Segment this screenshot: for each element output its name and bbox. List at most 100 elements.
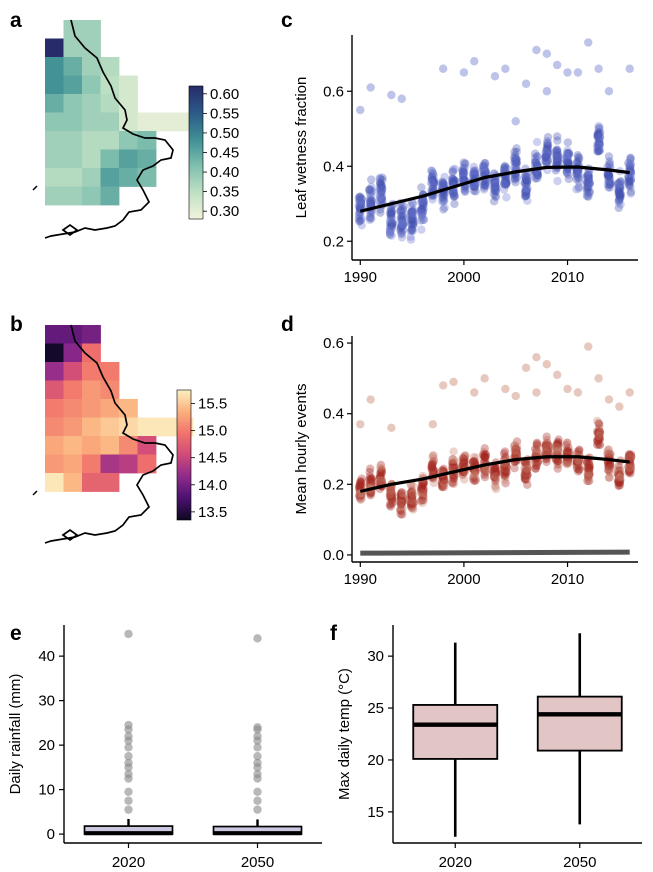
- data-point: [458, 455, 467, 464]
- data-point: [470, 469, 479, 479]
- map-cell: [45, 436, 64, 455]
- data-point: [366, 200, 376, 209]
- data-point: [595, 137, 604, 147]
- data-point: [398, 211, 408, 220]
- data-point: [520, 469, 529, 478]
- y-axis-label: Mean hourly events: [293, 384, 310, 515]
- coastline-outline: [44, 324, 174, 544]
- data-point: [522, 173, 532, 183]
- data-point: [544, 441, 553, 451]
- data-point: [562, 438, 572, 447]
- data-point: [502, 463, 511, 472]
- data-point: [583, 468, 593, 478]
- data-point: [511, 154, 520, 163]
- data-point: [563, 146, 572, 155]
- data-point: [397, 207, 406, 217]
- data-point: [531, 445, 540, 454]
- data-point: [470, 182, 479, 191]
- data-point: [624, 453, 633, 462]
- data-point: [522, 176, 532, 186]
- data-point: [511, 158, 521, 168]
- data-point: [543, 445, 553, 455]
- map-cell: [156, 417, 175, 437]
- data-point: [460, 450, 470, 460]
- data-point: [387, 204, 396, 213]
- data-point: [521, 474, 530, 484]
- data-point: [468, 458, 478, 467]
- data-point: [572, 170, 582, 179]
- data-point: [574, 446, 584, 455]
- data-point: [605, 180, 614, 189]
- colorbar: [188, 85, 204, 220]
- data-point: [499, 463, 509, 472]
- data-point: [531, 449, 541, 459]
- data-point: [427, 178, 436, 188]
- data-point: [490, 184, 500, 194]
- data-point: [562, 151, 571, 161]
- data-point: [554, 157, 563, 167]
- data-point: [481, 168, 491, 177]
- data-point: [490, 180, 500, 189]
- data-point: [397, 228, 407, 237]
- data-point: [614, 478, 623, 488]
- data-point: [427, 459, 437, 468]
- outlier-point: [584, 38, 593, 47]
- map-cell: [100, 168, 120, 187]
- data-point: [460, 460, 469, 470]
- data-point: [541, 154, 550, 164]
- data-point: [386, 209, 395, 218]
- data-point: [448, 178, 457, 187]
- data-point: [387, 484, 396, 494]
- data-point: [440, 203, 449, 212]
- data-point: [563, 148, 572, 158]
- data-point: [511, 155, 521, 165]
- data-point: [553, 156, 562, 165]
- outlier-point: [470, 388, 479, 397]
- data-point: [438, 179, 448, 188]
- data-point: [572, 159, 582, 168]
- data-point: [356, 197, 366, 207]
- data-point: [450, 199, 459, 209]
- map-cell: [119, 112, 138, 132]
- data-point: [532, 438, 542, 448]
- data-point: [428, 465, 437, 474]
- data-point: [552, 152, 561, 161]
- data-point: [490, 470, 500, 479]
- data-point: [502, 178, 511, 187]
- data-point: [532, 458, 542, 467]
- data-point: [523, 463, 532, 472]
- x-tick-label: 2020: [439, 854, 472, 871]
- data-point: [624, 450, 634, 459]
- data-point: [375, 197, 384, 206]
- data-point: [553, 155, 562, 165]
- data-point: [419, 198, 428, 208]
- colorbar-tick-label: 15.0: [198, 423, 227, 440]
- data-point: [417, 482, 426, 491]
- colorbar-tick-label: 0.40: [210, 164, 239, 181]
- data-point: [564, 170, 573, 180]
- data-point: [614, 188, 623, 197]
- data-point: [616, 190, 626, 200]
- outlier-point: [511, 391, 520, 401]
- data-point: [377, 466, 387, 475]
- data-point: [357, 194, 366, 203]
- data-point: [510, 155, 520, 165]
- data-point: [615, 470, 624, 479]
- map-cell: [82, 112, 101, 132]
- data-point: [469, 475, 478, 484]
- data-point: [406, 211, 415, 221]
- data-point: [521, 175, 530, 184]
- data-point: [594, 121, 603, 131]
- data-point: [355, 491, 364, 500]
- data-point: [387, 495, 397, 504]
- data-point: [594, 430, 603, 439]
- data-point: [624, 178, 633, 187]
- data-point: [594, 427, 604, 436]
- data-point: [553, 446, 563, 455]
- data-point: [626, 450, 636, 459]
- data-point: [552, 443, 562, 453]
- data-point: [604, 445, 613, 454]
- data-point: [397, 493, 406, 502]
- data-point: [511, 447, 521, 457]
- data-point: [563, 445, 572, 455]
